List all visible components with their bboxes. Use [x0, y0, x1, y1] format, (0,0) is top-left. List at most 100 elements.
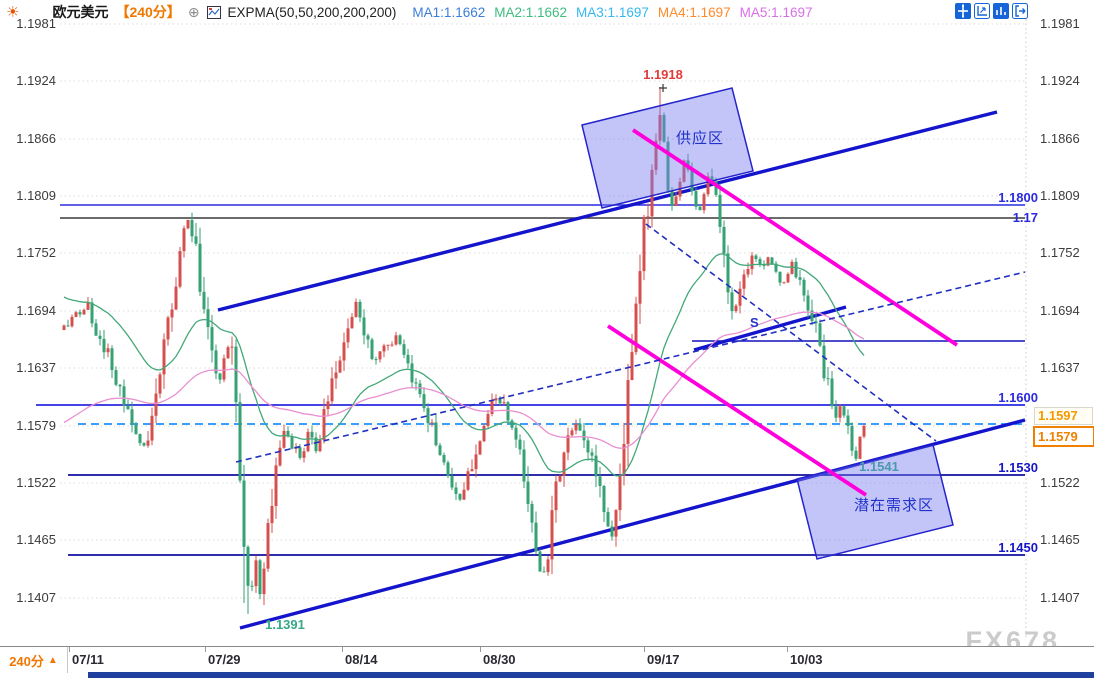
- price-chart-canvas[interactable]: [0, 0, 1094, 646]
- s-marker: S: [750, 315, 759, 330]
- date-label: 07/29: [208, 652, 241, 667]
- candle-body: [782, 282, 786, 284]
- axis-scale-icon[interactable]: [974, 3, 990, 19]
- y-tick-label: 1.1924: [1040, 73, 1080, 88]
- ma-value-label: MA3:1.1697: [576, 4, 649, 20]
- candle-body: [586, 440, 590, 453]
- candle-body: [238, 402, 242, 481]
- candle-body: [682, 160, 686, 182]
- candle-body: [638, 271, 642, 304]
- candle-body: [398, 335, 402, 345]
- candle-body: [62, 325, 66, 330]
- candle-body: [258, 560, 262, 595]
- candle-body: [718, 194, 722, 227]
- candle-body: [130, 409, 134, 425]
- candle-body: [182, 228, 186, 252]
- candle-body: [170, 309, 174, 318]
- candle-body: [690, 169, 694, 192]
- exit-icon[interactable]: [1012, 3, 1028, 19]
- date-tick: [342, 647, 343, 652]
- candle-body: [82, 309, 86, 315]
- candle-body: [382, 345, 386, 352]
- candle-body: [566, 435, 570, 453]
- candle-body: [250, 585, 254, 587]
- candle-body: [522, 449, 526, 482]
- candle-body: [694, 191, 698, 207]
- candle-body: [434, 422, 438, 446]
- candle-body: [262, 568, 266, 595]
- candle-body: [414, 382, 418, 384]
- candle-body: [310, 431, 314, 438]
- candle-body: [118, 384, 122, 387]
- date-tick: [205, 647, 206, 652]
- candle-body: [174, 286, 178, 310]
- chart-panel-icon[interactable]: [993, 3, 1009, 19]
- y-tick-label: 1.1407: [16, 590, 56, 605]
- candle-body: [766, 257, 770, 266]
- candle-body: [738, 288, 742, 306]
- candle-body: [386, 344, 390, 346]
- supply-zone-label[interactable]: 供应区: [676, 130, 725, 147]
- ma-value-label: MA4:1.1697: [657, 4, 731, 20]
- candle-body: [318, 440, 322, 452]
- candle-body: [734, 305, 738, 312]
- candle-body: [230, 346, 234, 348]
- mini-chart-icon[interactable]: [206, 5, 221, 19]
- symbol-name[interactable]: 欧元美元: [52, 4, 109, 20]
- candle-body: [626, 380, 630, 444]
- candle-body: [518, 439, 522, 450]
- indicator-label[interactable]: EXPMA(50,50,200,200,200): [227, 4, 397, 20]
- candle-body: [818, 323, 822, 346]
- candle-body: [750, 255, 754, 270]
- period-tag[interactable]: 【240分】: [115, 4, 181, 20]
- candle-body: [202, 291, 206, 310]
- candle-body: [306, 431, 310, 452]
- candle-body: [762, 264, 766, 266]
- candle-body: [834, 406, 838, 418]
- candle-body: [190, 220, 194, 237]
- candle-body: [242, 480, 246, 547]
- candle-body: [534, 522, 538, 552]
- candle-body: [430, 422, 434, 424]
- candle-body: [150, 415, 154, 441]
- level-price-label: 1.1530: [998, 460, 1038, 475]
- sun-icon: ☀: [6, 4, 20, 21]
- candle-body: [590, 452, 594, 456]
- candle-body: [654, 140, 658, 170]
- candle-body: [770, 257, 774, 264]
- triangle-up-icon: ▲: [47, 654, 58, 666]
- candle-body: [542, 571, 546, 573]
- candle-body: [86, 302, 90, 310]
- candle-body: [78, 312, 82, 315]
- candle-body: [302, 451, 306, 458]
- date-label: 10/03: [790, 652, 823, 667]
- candle-body: [466, 471, 470, 490]
- y-tick-label: 1.1522: [1040, 475, 1080, 490]
- circle-plus-icon[interactable]: ⊕: [187, 3, 200, 20]
- y-tick-label: 1.1637: [1040, 360, 1080, 375]
- time-axis-bar: 240分 ▲ 07/11 07/29 08/14 08/30 09/17 10/03: [0, 646, 1094, 673]
- candle-body: [402, 344, 406, 355]
- candle-body: [578, 423, 582, 431]
- bid-price-tag: 1.1597: [1034, 407, 1093, 425]
- trend-channel-line: [217, 110, 998, 312]
- candle-body: [218, 373, 222, 380]
- period-selector[interactable]: 240分 ▲: [0, 647, 68, 673]
- candle-body: [526, 481, 530, 504]
- candle-body: [486, 413, 490, 426]
- candle-body: [674, 196, 678, 206]
- candle-body: [802, 279, 806, 296]
- demand-zone-label[interactable]: 潜在需求区: [854, 497, 935, 514]
- candle-body: [538, 551, 542, 572]
- candle-body: [570, 430, 574, 436]
- candle-body: [266, 523, 270, 569]
- pan-icon[interactable]: [955, 3, 971, 19]
- candle-body: [110, 348, 114, 371]
- candle-body: [634, 303, 638, 353]
- candle-body: [146, 440, 150, 446]
- supply-zone: [581, 87, 754, 209]
- y-tick-label: 1.1407: [1040, 590, 1080, 605]
- y-tick-label: 1.1694: [1040, 303, 1080, 318]
- candle-body: [470, 469, 474, 472]
- candle-body: [446, 462, 450, 477]
